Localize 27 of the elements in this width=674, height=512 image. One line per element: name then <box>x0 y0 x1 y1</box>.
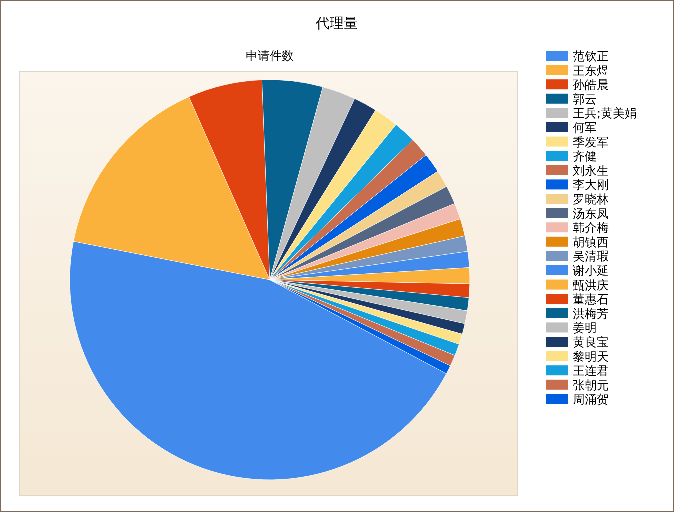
legend-label: 郭云 <box>573 92 597 106</box>
legend-label: 王兵;黄美娟 <box>573 106 638 121</box>
legend-label: 甄洪庆 <box>573 278 609 292</box>
legend-label: 刘永生 <box>573 164 609 178</box>
legend-label: 胡镇西 <box>573 235 609 250</box>
legend-label: 洪梅芳 <box>573 306 609 321</box>
legend-label: 范钦正 <box>573 50 609 64</box>
chart-title: 代理量 <box>315 16 358 32</box>
legend-label: 张朝元 <box>573 378 609 392</box>
legend-label: 韩介梅 <box>573 221 609 236</box>
legend-label: 王连君 <box>573 364 609 378</box>
legend-label: 何军 <box>573 121 597 135</box>
legend-label: 谢小延 <box>573 264 609 278</box>
legend-label: 孙皓晨 <box>573 78 609 92</box>
legend-label: 王东煜 <box>573 64 609 78</box>
legend-label: 季发军 <box>573 135 609 150</box>
chart-subtitle: 申请件数 <box>246 49 294 63</box>
legend-label: 李大刚 <box>573 178 609 192</box>
legend-label: 周涌贺 <box>573 392 609 407</box>
legend-label: 黄良宝 <box>573 336 609 350</box>
legend-label: 黎明天 <box>573 350 609 364</box>
legend-label: 汤东凤 <box>573 206 609 221</box>
legend-label: 姜明 <box>573 321 597 336</box>
legend-label: 董惠石 <box>573 292 609 307</box>
legend-label: 吴清瑕 <box>573 250 609 264</box>
legend-label: 罗晓林 <box>573 192 609 206</box>
legend-label: 齐健 <box>573 150 597 164</box>
